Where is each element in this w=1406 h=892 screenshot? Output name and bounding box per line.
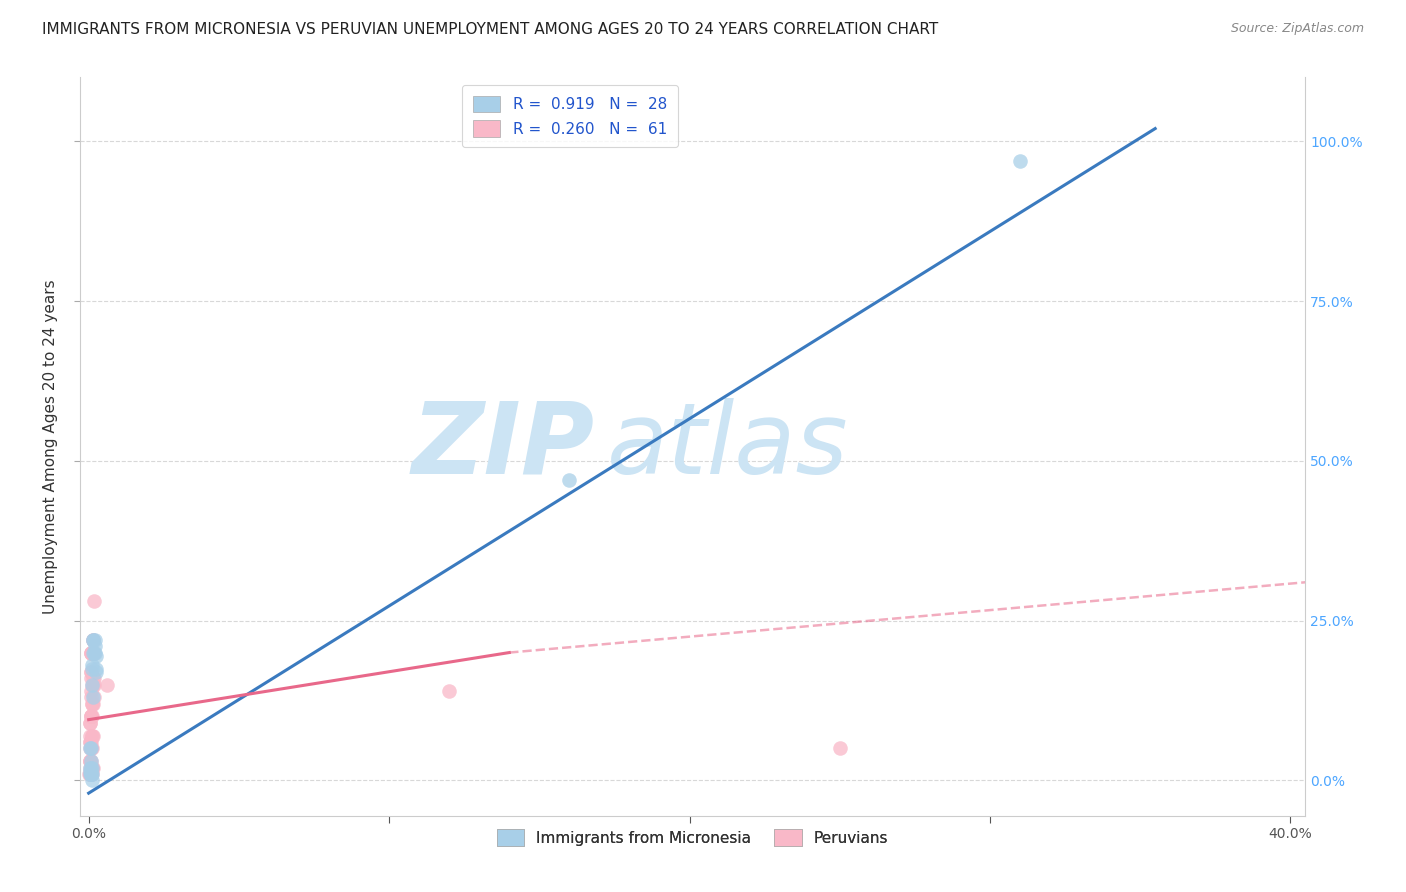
- Point: [80, 761, 103, 775]
- Point: [80, 741, 103, 756]
- Point: [96, 677, 118, 691]
- Point: [80, 709, 103, 723]
- Point: [82, 646, 104, 660]
- Point: [84, 648, 107, 663]
- Point: [80, 754, 103, 768]
- Point: [79, 754, 101, 768]
- Point: [80, 735, 103, 749]
- Point: [80, 767, 103, 781]
- Point: [83, 632, 105, 647]
- Point: [80, 767, 103, 781]
- Point: [77, 767, 100, 781]
- Point: [82, 697, 104, 711]
- Point: [82, 646, 104, 660]
- Point: [1008, 153, 1031, 168]
- Text: Source: ZipAtlas.com: Source: ZipAtlas.com: [1230, 22, 1364, 36]
- Point: [82, 761, 104, 775]
- Point: [80, 684, 103, 698]
- Point: [84, 661, 107, 675]
- Point: [83, 671, 105, 685]
- Point: [80, 754, 103, 768]
- Point: [82, 646, 104, 660]
- Point: [79, 741, 101, 756]
- Point: [79, 761, 101, 775]
- Point: [79, 764, 101, 778]
- Point: [83, 646, 105, 660]
- Y-axis label: Unemployment Among Ages 20 to 24 years: Unemployment Among Ages 20 to 24 years: [44, 279, 58, 614]
- Point: [80, 658, 103, 673]
- Point: [558, 473, 581, 487]
- Point: [79, 767, 101, 781]
- Point: [80, 767, 103, 781]
- Point: [82, 729, 104, 743]
- Point: [82, 632, 104, 647]
- Point: [86, 665, 108, 679]
- Point: [79, 767, 101, 781]
- Point: [82, 677, 104, 691]
- Point: [80, 767, 103, 781]
- Point: [79, 715, 101, 730]
- Point: [80, 646, 103, 660]
- Point: [80, 709, 103, 723]
- Point: [84, 646, 107, 660]
- Point: [83, 690, 105, 705]
- Point: [80, 690, 103, 705]
- Point: [80, 677, 103, 691]
- Point: [79, 735, 101, 749]
- Point: [79, 715, 101, 730]
- Point: [79, 767, 101, 781]
- Point: [80, 665, 103, 679]
- Point: [82, 632, 104, 647]
- Point: [82, 697, 104, 711]
- Text: atlas: atlas: [607, 398, 848, 495]
- Point: [82, 671, 104, 685]
- Point: [80, 665, 103, 679]
- Point: [79, 754, 101, 768]
- Point: [80, 773, 103, 788]
- Point: [79, 767, 101, 781]
- Point: [437, 684, 460, 698]
- Point: [83, 646, 105, 660]
- Point: [80, 767, 103, 781]
- Point: [80, 646, 103, 660]
- Point: [80, 646, 103, 660]
- Point: [80, 767, 103, 781]
- Point: [80, 677, 103, 691]
- Point: [82, 632, 104, 647]
- Point: [79, 729, 101, 743]
- Point: [828, 741, 851, 756]
- Point: [82, 632, 104, 647]
- Point: [80, 741, 103, 756]
- Point: [80, 646, 103, 660]
- Point: [80, 761, 103, 775]
- Point: [82, 729, 104, 743]
- Point: [80, 697, 103, 711]
- Legend: Immigrants from Micronesia, Peruvians: Immigrants from Micronesia, Peruvians: [491, 823, 894, 852]
- Text: IMMIGRANTS FROM MICRONESIA VS PERUVIAN UNEMPLOYMENT AMONG AGES 20 TO 24 YEARS CO: IMMIGRANTS FROM MICRONESIA VS PERUVIAN U…: [42, 22, 938, 37]
- Point: [80, 761, 103, 775]
- Point: [80, 741, 103, 756]
- Point: [80, 729, 103, 743]
- Point: [80, 741, 103, 756]
- Point: [79, 761, 101, 775]
- Point: [80, 671, 103, 685]
- Point: [80, 767, 103, 781]
- Point: [83, 594, 105, 608]
- Point: [82, 661, 104, 675]
- Point: [82, 690, 104, 705]
- Point: [82, 646, 104, 660]
- Point: [83, 639, 105, 653]
- Point: [79, 735, 101, 749]
- Point: [80, 709, 103, 723]
- Point: [83, 677, 105, 691]
- Point: [82, 761, 104, 775]
- Text: ZIP: ZIP: [412, 398, 595, 495]
- Point: [80, 709, 103, 723]
- Point: [79, 754, 101, 768]
- Point: [79, 741, 101, 756]
